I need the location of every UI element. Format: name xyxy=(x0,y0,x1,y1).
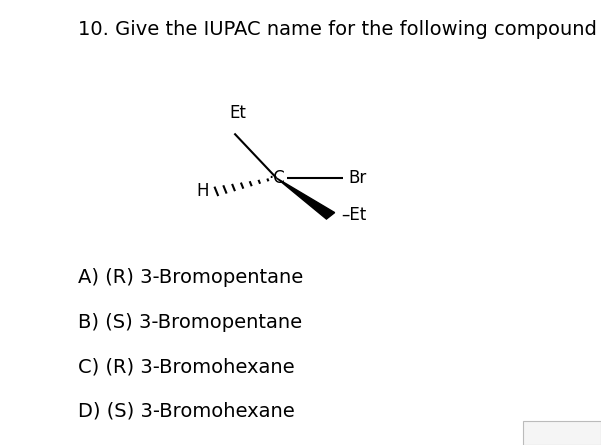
Text: A) (R) 3-Bromopentane: A) (R) 3-Bromopentane xyxy=(78,268,304,287)
Text: H: H xyxy=(197,182,209,200)
Polygon shape xyxy=(276,178,335,219)
Text: ·C: ·C xyxy=(268,169,285,187)
Text: D) (S) 3-Bromohexane: D) (S) 3-Bromohexane xyxy=(78,401,295,421)
Text: Br: Br xyxy=(349,169,367,187)
Text: 10. Give the IUPAC name for the following compound: 10. Give the IUPAC name for the followin… xyxy=(78,20,597,39)
Text: Et: Et xyxy=(229,105,246,122)
Text: C) (R) 3-Bromohexane: C) (R) 3-Bromohexane xyxy=(78,357,294,376)
Text: –Et: –Et xyxy=(341,206,367,224)
FancyBboxPatch shape xyxy=(523,421,601,445)
Text: B) (S) 3-Bromopentane: B) (S) 3-Bromopentane xyxy=(78,312,302,332)
